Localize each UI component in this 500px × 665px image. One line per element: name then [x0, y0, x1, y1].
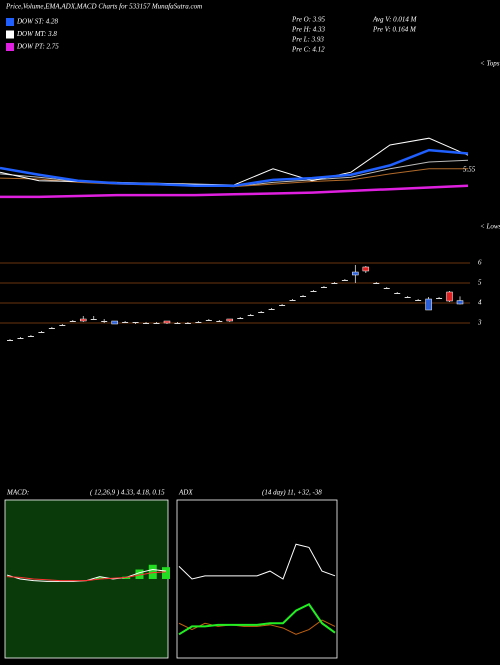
histogram-bar: [148, 564, 157, 579]
candle-body: [7, 340, 13, 341]
panel-subtitle: (14 day) 11, +32, -38: [262, 489, 322, 497]
legend-label: DOW MT: 3.8: [16, 30, 57, 38]
legend-swatch: [6, 30, 14, 39]
price-info: Pre O: 3.95: [291, 16, 325, 24]
candle-body: [446, 291, 453, 302]
candle-body: [268, 309, 275, 310]
candle-body: [27, 336, 34, 337]
candle-body: [184, 323, 191, 324]
panel-subtitle: ( 12,26,9 ) 4.33, 4.18, 0.15: [90, 489, 165, 497]
legend-label: DOW ST: 4.28: [16, 18, 59, 26]
indicator-line: [178, 603, 336, 636]
candle-body: [17, 338, 24, 339]
candle-body: [310, 291, 317, 292]
candle-body: [90, 319, 97, 320]
indicator-line: [178, 543, 336, 580]
y-tick-label: 5: [478, 279, 482, 287]
candle-body: [143, 323, 150, 324]
candle-body: [59, 325, 66, 326]
candle-body: [247, 315, 254, 316]
candle-body: [132, 322, 139, 323]
candle-body: [38, 332, 45, 333]
candle-body: [394, 293, 401, 294]
legend-label: DOW PT: 2.75: [16, 43, 59, 51]
candle-body: [373, 283, 380, 284]
price-info: Pre C: 4.12: [291, 46, 325, 54]
panel-title: ADX: [178, 489, 193, 497]
legend-swatch: [6, 18, 14, 26]
candle-body: [69, 321, 76, 322]
candle-body: [226, 318, 234, 322]
panel-title: MACD:: [6, 489, 29, 497]
candle-body: [258, 312, 265, 313]
candle-body: [415, 300, 422, 301]
candle-body: [362, 266, 370, 272]
ema-line: [0, 148, 469, 188]
candle-body: [216, 321, 223, 322]
volume-info: Avg V: 0.014 M: [372, 16, 418, 24]
y-tick-label: 4: [478, 299, 482, 307]
candle-body: [111, 320, 118, 325]
candle-body: [436, 298, 443, 299]
candle-body: [48, 328, 55, 329]
candle-body: [195, 322, 202, 323]
indicator-line: [6, 571, 167, 582]
candle-body: [153, 323, 160, 324]
price-info: Pre H: 4.33: [291, 26, 325, 34]
candle-body: [404, 297, 411, 298]
candle-body: [80, 318, 87, 322]
candle-body: [279, 305, 286, 306]
tops-label: < Tops: [480, 60, 500, 68]
candle-body: [320, 287, 327, 288]
ema-line: [0, 168, 468, 188]
candle-body: [300, 296, 307, 297]
legend-swatch: [6, 43, 14, 51]
candle-body: [122, 322, 129, 323]
histogram-bar: [95, 577, 104, 579]
ema-line: [0, 184, 469, 199]
candle-body: [174, 323, 181, 324]
y-tick-label: 6: [478, 259, 482, 267]
ema-line: [0, 159, 469, 188]
volume-info: Pre V: 0.164 M: [372, 26, 417, 34]
candle-body: [425, 298, 432, 311]
candle-body: [383, 288, 390, 289]
candle-body: [289, 300, 296, 301]
y-tick-label: 3: [477, 319, 482, 327]
candle-body: [331, 283, 338, 284]
candle-body: [163, 320, 171, 324]
indicator-line: [178, 619, 336, 635]
price-info: Pre L: 3.93: [291, 36, 324, 44]
histogram-bar: [162, 567, 170, 579]
candle-body: [341, 280, 348, 281]
candle-body: [101, 321, 108, 322]
lows-label: < Lows: [480, 223, 500, 231]
panel-frame: [176, 499, 338, 659]
candle-body: [205, 320, 212, 321]
histogram-bar: [135, 569, 144, 579]
candle-body: [352, 271, 359, 276]
last-label: 5.55: [463, 166, 476, 174]
candle-body: [237, 318, 244, 319]
chart-title: Price,Volume,EMA,ADX,MACD Charts for 533…: [5, 3, 202, 11]
candle-body: [456, 300, 464, 305]
